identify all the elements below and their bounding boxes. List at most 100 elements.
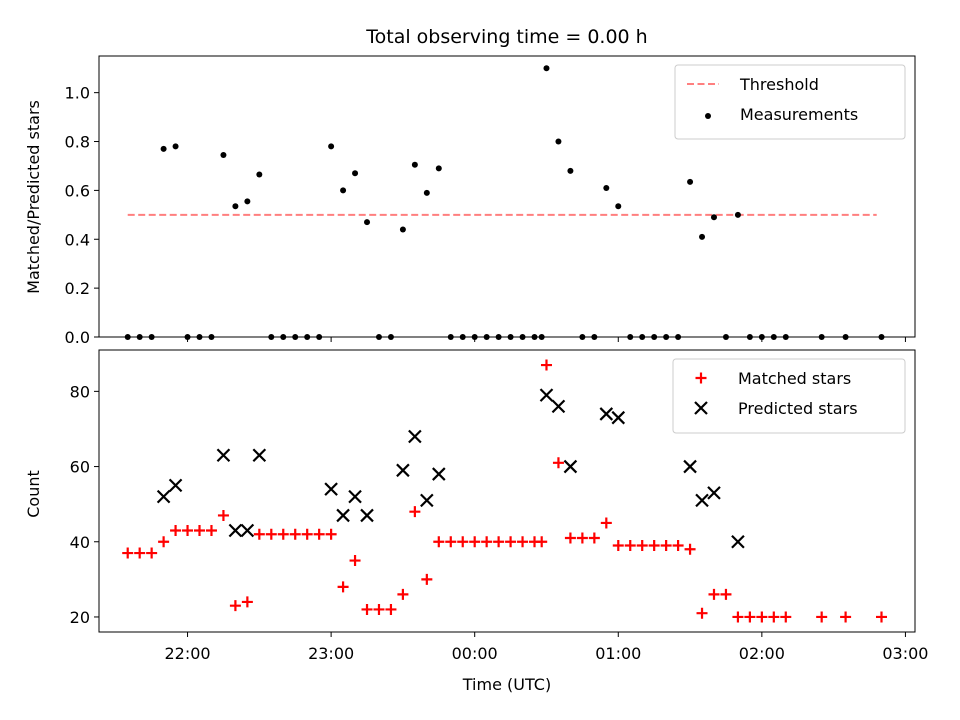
legend-label: Measurements	[740, 105, 858, 124]
measurement-point	[160, 145, 167, 152]
y-axis-label: Matched/Predicted stars	[24, 100, 43, 294]
matched-star-point	[241, 596, 253, 608]
x-tick-label: 00:00	[452, 644, 498, 663]
matched-star-point	[732, 611, 744, 623]
measurement-point	[687, 178, 694, 185]
y-tick-label: 1.0	[65, 84, 90, 103]
legend-measurement-swatch	[705, 113, 711, 119]
measurement-point	[172, 143, 179, 150]
y-tick-label: 80	[70, 382, 90, 401]
predicted-star-point	[324, 482, 338, 496]
matched-star-point	[672, 540, 684, 552]
matched-star-point	[768, 611, 780, 623]
y-tick-label: 0.4	[65, 230, 90, 249]
matched-star-point	[385, 603, 397, 615]
predicted-star-point	[731, 534, 745, 549]
measurement-point	[734, 211, 741, 218]
legend-label: Matched stars	[738, 369, 851, 388]
y-tick-label: 0.2	[65, 279, 90, 298]
predicted-star-point	[360, 508, 374, 523]
predicted-star-point	[336, 508, 350, 523]
measurement-point	[328, 143, 335, 150]
matched-star-point	[612, 540, 624, 552]
legend: Matched stars Predicted stars	[672, 358, 906, 434]
matched-star-point	[217, 509, 229, 521]
matched-star-point	[146, 547, 158, 559]
predicted-star-point	[216, 448, 231, 463]
matched-star-point	[744, 611, 756, 623]
x-axis-label: Time (UTC)	[462, 675, 551, 694]
matched-star-point	[505, 536, 517, 548]
matched-star-point	[708, 588, 720, 600]
measurement-point	[232, 203, 239, 210]
x-tick-label: 03:00	[882, 644, 928, 663]
matched-star-point	[289, 528, 301, 540]
matched-star-point	[301, 528, 313, 540]
matched-star-point	[457, 536, 469, 548]
matched-star-point	[636, 540, 648, 552]
predicted-star-point	[695, 493, 709, 508]
matched-star-point	[122, 547, 134, 559]
y-tick-label: 20	[70, 608, 90, 627]
legend-matched-swatch	[695, 372, 707, 384]
measurement-point	[423, 189, 430, 196]
measurement-point	[567, 167, 574, 174]
matched-star-point	[134, 547, 146, 559]
predicted-star-point	[611, 410, 626, 425]
measurement-point	[364, 219, 371, 226]
matched-star-point	[325, 528, 337, 540]
y-tick-label: 0.8	[65, 133, 90, 152]
matched-star-point	[684, 543, 696, 555]
matched-star-point	[409, 506, 421, 518]
matched-star-point	[361, 603, 373, 615]
x-tick-label: 02:00	[739, 644, 785, 663]
measurement-point	[435, 165, 442, 172]
measurement-point	[543, 65, 550, 72]
x-tick-label: 23:00	[308, 644, 354, 663]
matched-star-point	[648, 540, 660, 552]
matched-star-point	[576, 532, 588, 544]
plot-frame	[98, 55, 916, 338]
matched-star-point	[433, 536, 445, 548]
matched-star-point	[265, 528, 277, 540]
matched-star-point	[517, 536, 529, 548]
matched-star-point	[194, 524, 206, 536]
predicted-star-point	[563, 459, 578, 474]
predicted-star-point	[156, 489, 171, 504]
predicted-star-point	[683, 459, 697, 474]
legend-predicted-swatch	[694, 401, 708, 415]
matched-star-point	[349, 555, 361, 567]
legend-box	[672, 358, 906, 434]
plot-frame	[98, 349, 916, 633]
predicted-star-point	[168, 478, 183, 493]
matched-star-point	[600, 517, 612, 529]
measurement-point	[399, 226, 406, 233]
matched-star-point	[588, 532, 600, 544]
chart-title: Total observing time = 0.00 h	[365, 26, 647, 48]
bottom-panel: 20 40 60 80 22:00 23:00 00:00 01:00 02:00 03:00 Co…	[24, 349, 928, 663]
matched-star-point	[840, 611, 852, 623]
y-tick-label: 0.6	[65, 181, 90, 200]
matched-star-point	[756, 611, 768, 623]
matched-star-point	[816, 611, 828, 623]
measurement-point	[555, 138, 562, 145]
matched-star-point	[421, 573, 433, 585]
predicted-star-point	[396, 463, 410, 478]
measurement-point	[615, 203, 622, 210]
matched-star-point	[552, 457, 564, 469]
measurement-point	[411, 161, 418, 168]
matched-star-point	[780, 611, 792, 623]
y-axis-label: Count	[24, 470, 43, 518]
measurement-point	[256, 171, 263, 178]
legend: Threshold Measurements	[674, 64, 906, 140]
predicted-star-point	[420, 493, 434, 508]
matched-star-point	[229, 600, 241, 612]
matched-star-point	[540, 359, 552, 371]
matched-star-point	[696, 607, 708, 619]
matched-star-point	[445, 536, 457, 548]
measurement-point	[352, 170, 359, 177]
matched-star-point	[660, 540, 672, 552]
predicted-star-point	[240, 523, 255, 538]
matched-star-point	[337, 581, 349, 593]
